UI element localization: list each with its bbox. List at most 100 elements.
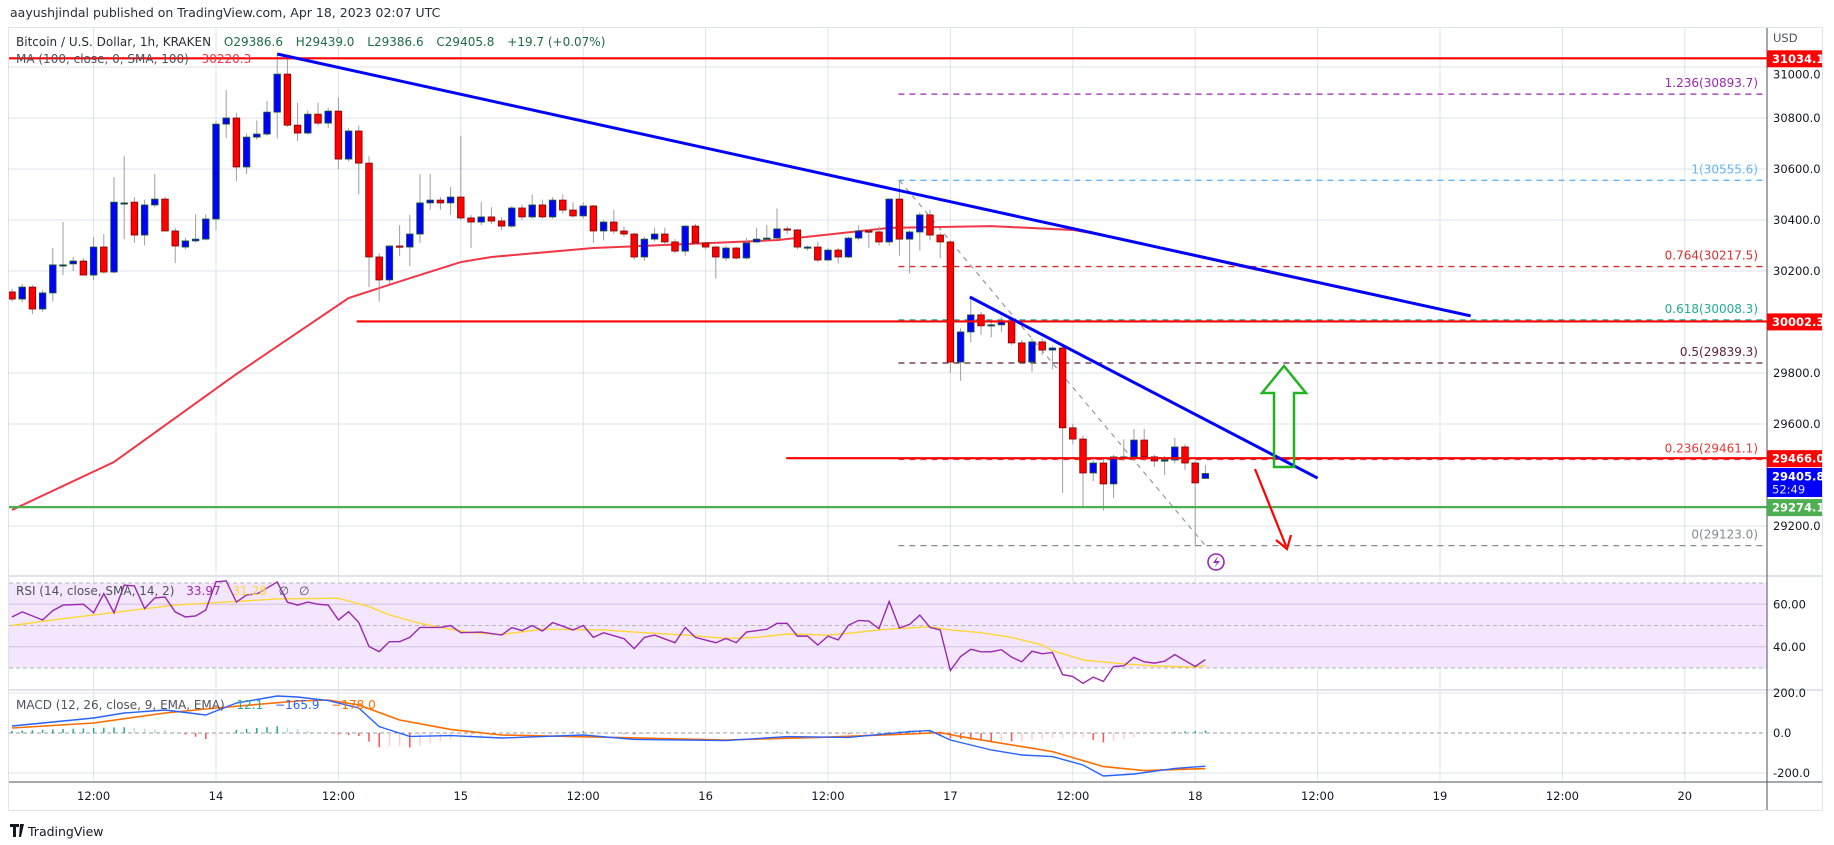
candle-body [783, 228, 791, 231]
down-arrow-icon [1253, 468, 1288, 547]
candle-body [620, 230, 628, 235]
candle-body [467, 217, 475, 223]
candle [283, 59, 292, 127]
candle-body [630, 233, 638, 258]
candle-body [885, 198, 893, 243]
fib-level-label: 0.5(29839.3) [1680, 345, 1758, 359]
rsi-line [11, 580, 1206, 685]
price-badge-label: 29274.1 [1772, 501, 1824, 515]
time-tick-label: 16 [698, 789, 713, 803]
candle [967, 296, 975, 343]
candle [324, 107, 332, 129]
candle [18, 284, 26, 303]
candle [814, 241, 822, 263]
candle [202, 214, 210, 241]
rsi-extra-1: ∅ [279, 584, 289, 598]
macd-label: MACD (12, 26, close, 9, EMA, EMA) [16, 698, 225, 712]
candle-body [1171, 446, 1179, 461]
candle [171, 227, 179, 264]
candle [1130, 429, 1138, 461]
candle [671, 239, 679, 254]
rsi-tick-label: 40.00 [1773, 640, 1806, 654]
bearish-trend-line-major[interactable] [276, 52, 1471, 318]
candle-body [212, 123, 220, 220]
candle [49, 248, 57, 302]
candle [79, 258, 88, 276]
candle-body [171, 230, 179, 247]
candle-body [722, 247, 730, 259]
candle-body [671, 241, 679, 252]
tradingview-logo[interactable]: TradingView [10, 824, 104, 839]
price-tick-label: 30200.0 [1773, 264, 1821, 278]
candle-body [956, 331, 965, 363]
price-badge: 31034.1 [1767, 50, 1824, 68]
drawings-front[interactable] [9, 52, 1767, 571]
candle-body [640, 238, 649, 258]
candles [9, 55, 1210, 546]
candle-body [967, 314, 975, 333]
candle [895, 179, 904, 256]
candle-body [1109, 456, 1118, 485]
candle-body [69, 260, 77, 265]
macd-line-value: −165.9 [275, 698, 319, 712]
lightning-event-icon[interactable] [1207, 553, 1225, 571]
candle-body [89, 246, 98, 276]
candle [732, 246, 740, 260]
candle-body [406, 233, 414, 248]
candle [956, 328, 965, 381]
svg-text:Bitcoin / U.S. Dollar, 1h, KRA: Bitcoin / U.S. Dollar, 1h, KRAKEN O29386… [16, 35, 605, 49]
candle [1058, 346, 1067, 493]
time-tick-label: 14 [209, 789, 224, 803]
candle [1007, 318, 1016, 345]
candle [1099, 458, 1108, 511]
candle-body [110, 201, 118, 273]
price-badge-label: 29466.0 [1772, 452, 1824, 466]
brand-name: TradingView [27, 824, 104, 839]
close-value: C29405.8 [436, 35, 494, 49]
candle [528, 194, 536, 219]
candle-body [1018, 342, 1026, 363]
candle-body [895, 198, 904, 240]
candle [559, 194, 567, 214]
candle [406, 214, 414, 266]
candle-body [865, 230, 873, 233]
fib-level-label: 0.618(30008.3) [1665, 302, 1758, 316]
candle-body [875, 231, 883, 243]
candle [222, 89, 230, 139]
candle [569, 202, 577, 218]
candle [865, 228, 873, 249]
candle [1171, 438, 1179, 464]
candle [916, 212, 924, 251]
rsi-label: RSI (14, close, SMA, 14, 2) [16, 584, 174, 598]
candle [1048, 346, 1057, 370]
candle-body [487, 216, 496, 222]
candle [446, 186, 455, 215]
candle [1018, 339, 1026, 363]
candle-body [1140, 439, 1148, 458]
candle [140, 199, 149, 246]
candle [436, 197, 445, 210]
candle [416, 174, 424, 243]
candle [314, 102, 322, 126]
candle-body [1038, 341, 1046, 351]
candle [701, 241, 710, 250]
candle-body [528, 204, 536, 218]
candle-body [9, 291, 16, 300]
candle-body [1089, 462, 1097, 474]
axes[interactable]: 12:00 14 12:00 15 12:00 16 12:00 17 12:00 18 12:00… [77, 67, 1821, 803]
price-badge: 29405.852:49 [1767, 468, 1824, 497]
price-tick-label: 29200.0 [1773, 519, 1821, 533]
candle-body [242, 136, 251, 168]
candle [885, 198, 893, 246]
candle [28, 285, 37, 315]
currency-label: USD [1773, 31, 1798, 45]
rsi-pane[interactable] [11, 580, 1206, 685]
bearish-trend-line-minor[interactable] [969, 295, 1319, 480]
time-tick-label: 20 [1677, 789, 1692, 803]
drawings-back: 1.236(30893.7) 1(30555.6) 0.764(30217.5) 0.… [898, 76, 1765, 547]
price-tick-label: 30600.0 [1773, 162, 1821, 176]
candle-body [232, 117, 241, 168]
candle-body [79, 260, 88, 276]
macd-pane[interactable] [11, 695, 1207, 777]
